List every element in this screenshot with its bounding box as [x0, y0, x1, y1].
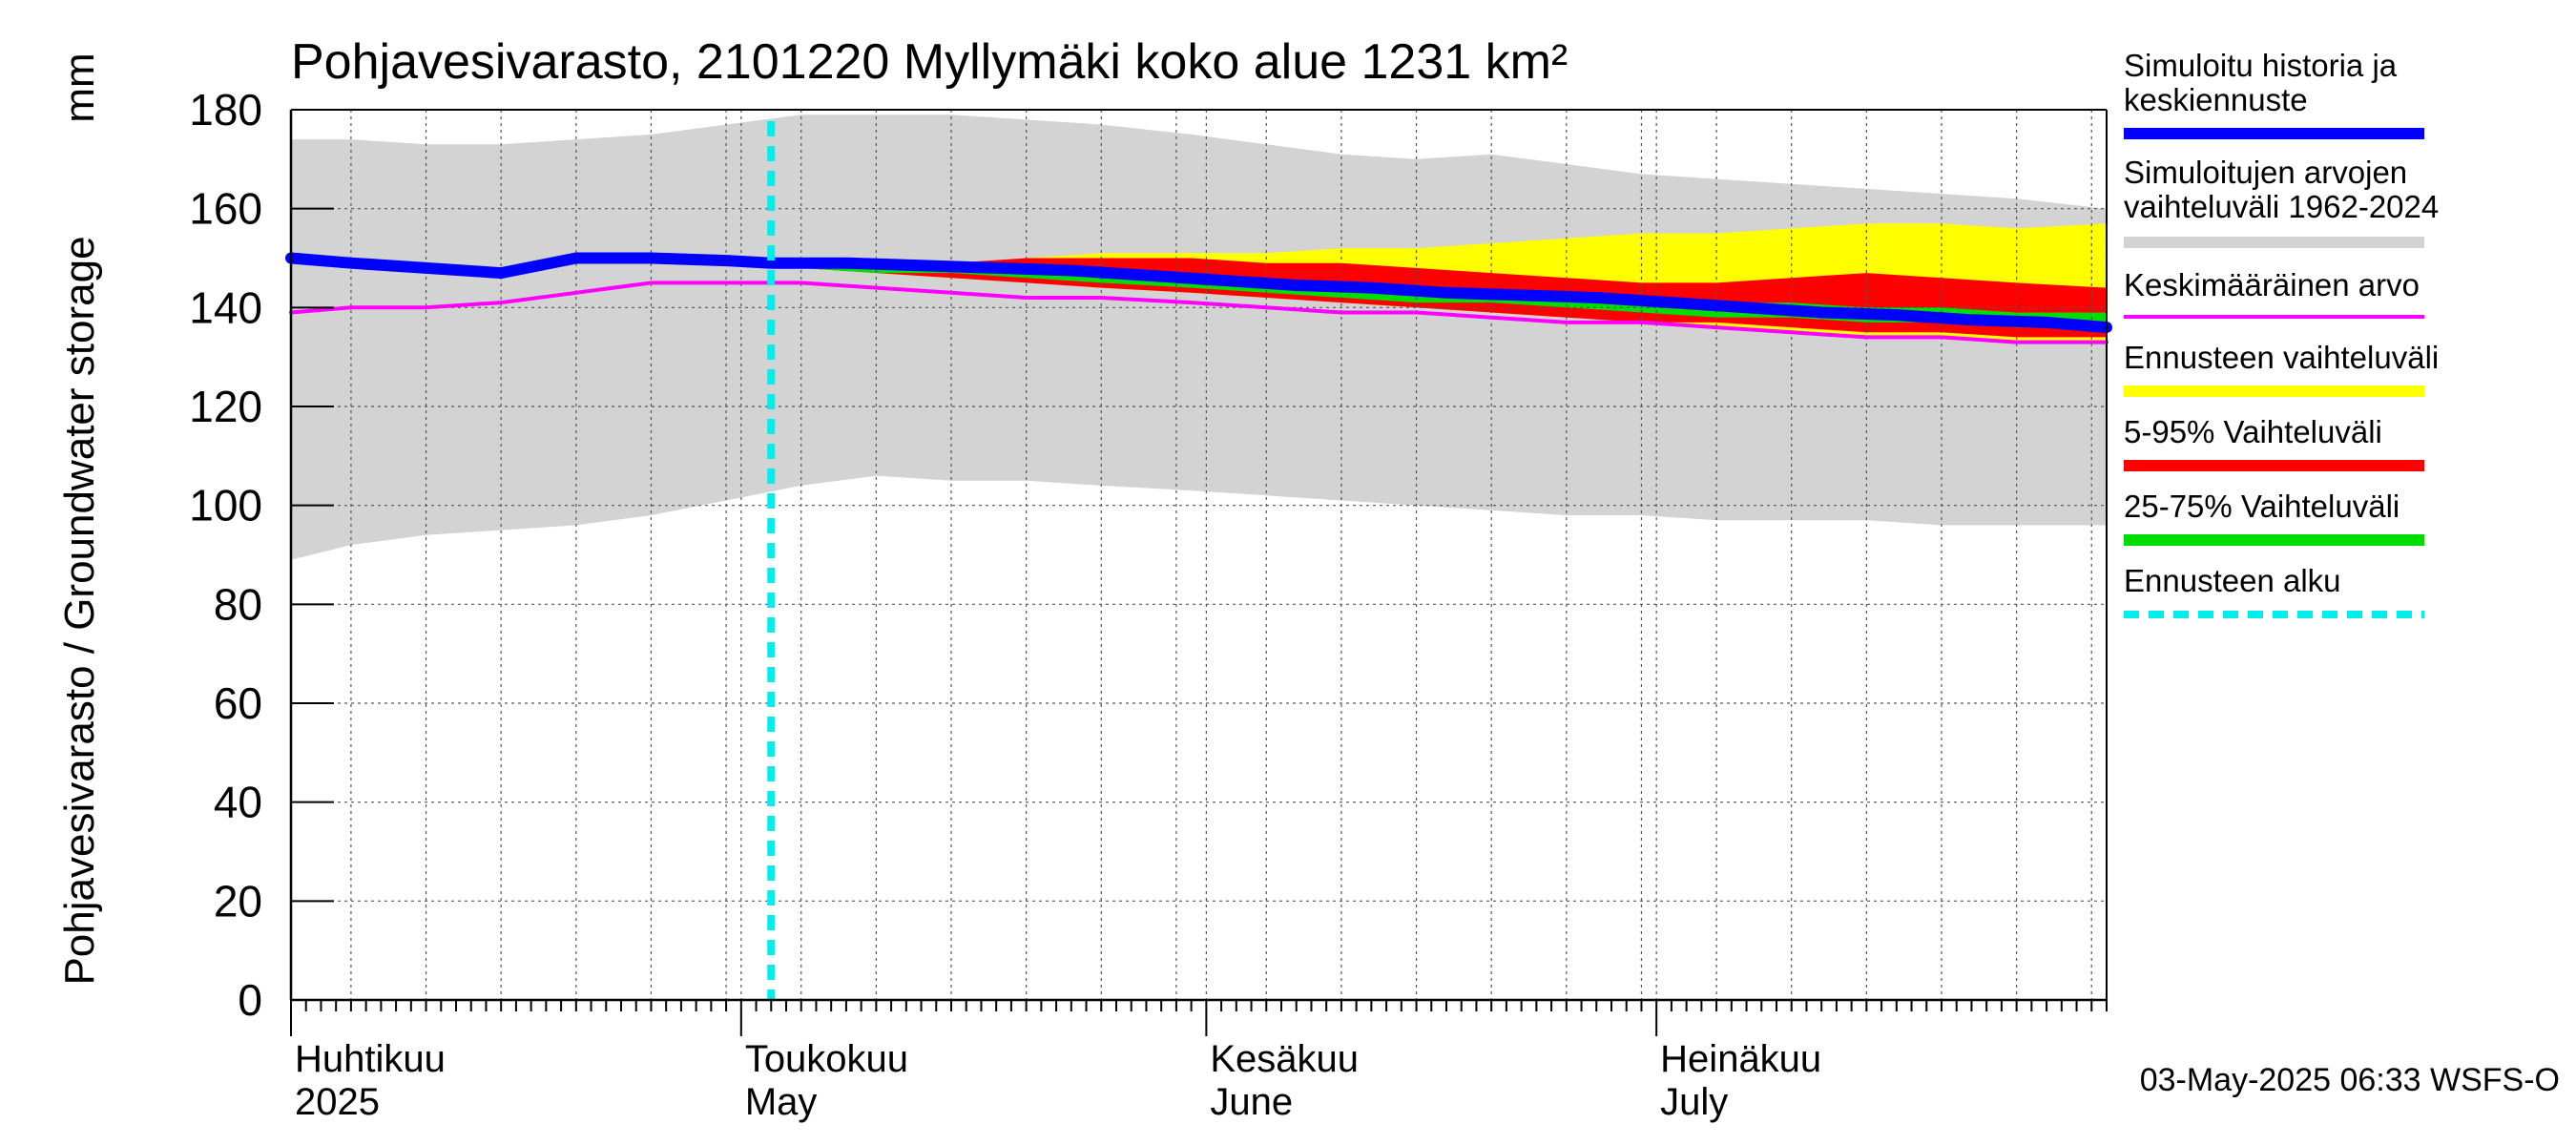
- y-tick-label: 140: [189, 282, 262, 332]
- y-axis-label: Pohjavesivarasto / Groundwater storage: [56, 236, 103, 985]
- y-tick-label: 0: [238, 975, 262, 1025]
- legend-label: Ennusteen alku: [2124, 563, 2341, 598]
- legend-label: keskiennuste: [2124, 82, 2308, 117]
- legend-label: vaihteluväli 1962-2024: [2124, 189, 2439, 224]
- month-label: Heinäkuu: [1660, 1038, 1821, 1080]
- y-axis-unit: mm: [56, 52, 103, 122]
- month-label: Toukokuu: [745, 1038, 908, 1080]
- history-forecast-line: [285, 252, 2112, 334]
- month-label-secondary: 2025: [295, 1081, 380, 1123]
- month-label-secondary: July: [1660, 1081, 1728, 1123]
- footer-timestamp: 03-May-2025 06:33 WSFS-O: [2140, 1062, 2560, 1098]
- month-label: Huhtikuu: [295, 1038, 446, 1080]
- y-tick-label: 180: [189, 85, 262, 135]
- y-tick-label: 160: [189, 184, 262, 234]
- legend-label: Simuloitujen arvojen: [2124, 155, 2407, 190]
- legend-label: 25-75% Vaihteluväli: [2124, 489, 2399, 524]
- y-tick-label: 20: [214, 876, 262, 926]
- y-tick-label: 120: [189, 382, 262, 431]
- legend-label: Simuloitu historia ja: [2124, 48, 2398, 83]
- y-tick-label: 40: [214, 778, 262, 827]
- y-tick-label: 80: [214, 579, 262, 629]
- y-tick-label: 100: [189, 481, 262, 531]
- legend-label: Ennusteen vaihteluväli: [2124, 340, 2439, 375]
- historical-range-band: [291, 114, 2107, 560]
- month-label-secondary: June: [1210, 1081, 1293, 1123]
- legend-label: 5-95% Vaihteluväli: [2124, 414, 2382, 449]
- series-lines: [285, 121, 2112, 1000]
- chart-title: Pohjavesivarasto, 2101220 Myllymäki koko…: [291, 34, 1568, 90]
- y-axis: 0 20 40 60 80 100 120 140 160 180: [189, 85, 2108, 1025]
- mean-line: [289, 281, 2109, 344]
- month-label: Kesäkuu: [1210, 1038, 1359, 1080]
- month-label-secondary: May: [745, 1081, 818, 1123]
- legend-label: Keskimääräinen arvo: [2124, 267, 2420, 302]
- y-tick-label: 60: [214, 678, 262, 728]
